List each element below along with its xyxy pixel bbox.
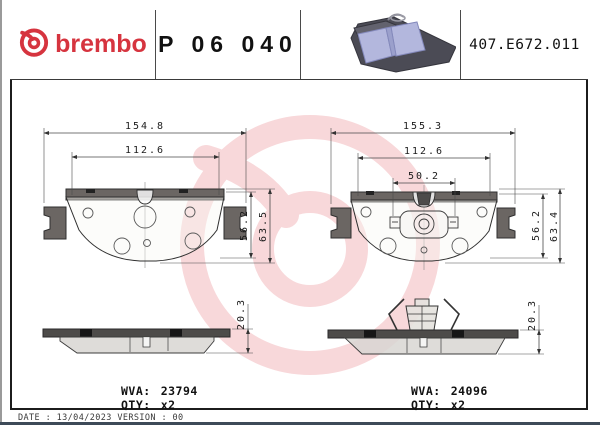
brake-pad-3d-illustration <box>306 10 457 79</box>
right-pad-side-view <box>327 298 519 355</box>
brembo-roundel-icon <box>18 26 50 63</box>
dim-left-width-inner: 112.6 <box>125 145 165 156</box>
left-side-dimensions <box>206 304 253 354</box>
dim-left-height-pad: 56.2 <box>239 209 250 241</box>
brand-wordmark: brembo <box>55 30 147 58</box>
right-pad-dimensions <box>330 128 565 264</box>
left-pad-reference-block: WVA: 23794 QTY: x2 <box>121 384 198 412</box>
product-photo-cell <box>300 10 460 79</box>
dim-right-width-outer: 155.3 <box>403 121 443 132</box>
left-pad-dimensions <box>43 128 275 264</box>
dim-right-sensor-span: 50.2 <box>408 171 440 182</box>
dim-left-width-outer: 154.8 <box>125 121 165 132</box>
wva-label: WVA: <box>411 384 441 398</box>
right-pad-reference-block: WVA: 24096 QTY: x2 <box>411 384 488 412</box>
dim-left-height-total: 63.5 <box>258 210 269 242</box>
qty-value: x2 <box>450 397 466 412</box>
title-block: brembo P 06 040 407.E672.011 <box>10 10 588 80</box>
wva-value: 24096 <box>450 384 488 398</box>
dim-right-height-pad: 56.2 <box>531 209 542 241</box>
date-version-line: DATE : 13/04/2023 VERSION : 00 <box>18 413 184 423</box>
page-bottom-edge <box>0 422 600 425</box>
page-left-edge <box>0 0 2 425</box>
part-number-cell: P 06 040 <box>155 10 300 79</box>
dim-right-width-inner: 112.6 <box>404 146 444 157</box>
wva-value: 23794 <box>160 384 198 398</box>
part-number: P 06 040 <box>158 31 298 57</box>
left-pad-front-view <box>43 182 247 268</box>
brand-cell: brembo <box>10 10 155 79</box>
qty-value: x2 <box>160 397 176 412</box>
right-side-dimensions <box>498 305 544 355</box>
technical-drawing: 154.8 112.6 56.2 63.5 <box>10 80 588 412</box>
left-pad-side-view <box>42 328 231 354</box>
qty-label: QTY: <box>121 397 151 412</box>
dim-right-height-total: 63.4 <box>549 210 560 242</box>
right-pad-front-view <box>330 185 516 270</box>
dim-right-thickness: 20.3 <box>527 299 538 331</box>
brembo-watermark-icon <box>168 103 452 387</box>
catalog-number-cell: 407.E672.011 <box>460 10 588 79</box>
dim-left-thickness: 20.3 <box>236 298 247 330</box>
catalog-number: 407.E672.011 <box>469 36 580 53</box>
qty-label: QTY: <box>411 397 441 412</box>
wva-label: WVA: <box>121 384 151 398</box>
